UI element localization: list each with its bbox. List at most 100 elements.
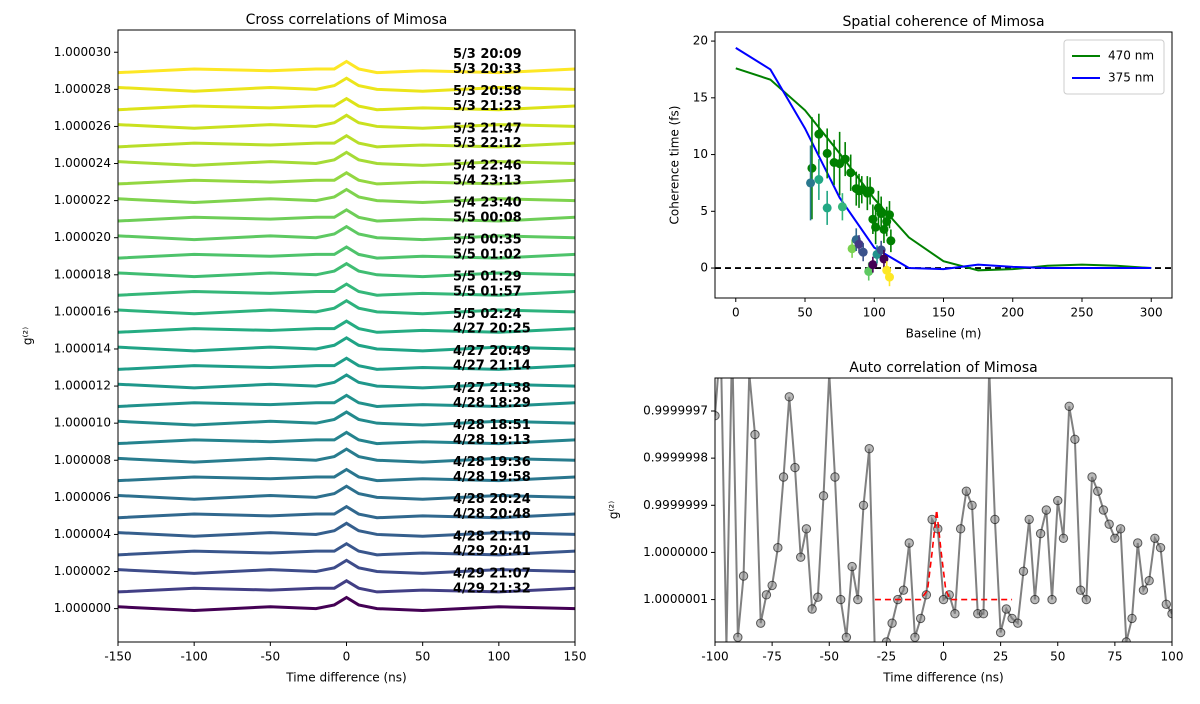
data-point: [1064, 401, 1074, 411]
series-label: 4/28 19:58: [453, 470, 531, 485]
series-label: 4/27 20:25: [453, 322, 531, 337]
y-tick-label: 1.000018: [54, 267, 111, 281]
y-tick-label: 1.000010: [54, 416, 111, 430]
series-line: [735, 67, 1152, 272]
subplot: Spatial coherence of Mimosa Baseline (m) C…: [668, 14, 1173, 341]
data-point: [865, 186, 875, 196]
series-line: [118, 393, 575, 408]
data-point: [715, 411, 720, 421]
data-point: [858, 500, 869, 510]
data-point: [978, 609, 989, 619]
x-axis-label: Time difference (ns): [882, 671, 1003, 685]
series-label: 5/3 20:58: [453, 84, 522, 99]
x-axis-label: Time difference (ns): [285, 671, 406, 685]
subplot: Cross correlations of Mimosa Time differe…: [21, 12, 587, 685]
data-point: [1035, 528, 1046, 539]
series-line: [118, 171, 575, 186]
data-point: [806, 178, 816, 188]
series-label: 5/5 00:08: [453, 210, 522, 225]
series-line: [118, 113, 575, 130]
y-tick-label: 10: [693, 147, 708, 161]
data-point: [898, 585, 909, 595]
data-point: [910, 632, 920, 642]
plot-area: [715, 47, 1172, 287]
data-point: [1104, 519, 1114, 529]
x-tick-label: 75: [1107, 650, 1122, 664]
data-point: [1098, 505, 1109, 515]
data-point: [1030, 594, 1040, 605]
data-point: [886, 236, 896, 246]
series-line: [118, 245, 575, 260]
data-point: [814, 175, 824, 185]
y-tick-label: 1.0000000: [643, 545, 708, 559]
legend-box: [1063, 39, 1165, 95]
series-line: [118, 133, 575, 149]
series-label: 5/4 22:46: [453, 158, 522, 173]
data-point: [868, 260, 878, 270]
data-point: [822, 203, 832, 213]
x-tick-label: -50: [819, 650, 839, 664]
series-label: 5/3 21:47: [453, 121, 522, 136]
series-line: [118, 336, 575, 353]
series-label: 5/5 00:35: [453, 233, 522, 248]
x-tick-label: -25: [877, 650, 897, 664]
series-label: 5/3 21:23: [453, 99, 522, 114]
data-point: [767, 580, 777, 591]
y-tick-label: 0.9999999: [643, 498, 708, 512]
series-label: 5/4 23:13: [453, 173, 522, 188]
series-line: [118, 96, 575, 112]
y-tick-label: 1.000024: [54, 156, 111, 170]
data-point: [1093, 486, 1103, 496]
data-point: [835, 594, 846, 605]
chart-title: Spatial coherence of Mimosa: [842, 14, 1044, 30]
data-point: [990, 514, 1000, 525]
x-tick-label: 50: [797, 306, 812, 320]
data-point: [807, 604, 817, 614]
y-tick-label: 0: [700, 261, 708, 275]
x-tick-label: 0: [343, 650, 351, 664]
data-point: [1161, 599, 1171, 609]
data-point: [1150, 533, 1160, 543]
x-tick-label: 300: [1140, 306, 1163, 320]
data-point: [841, 632, 852, 642]
series-label: 5/5 01:57: [453, 285, 522, 300]
data-point: [921, 590, 932, 600]
data-point: [1115, 524, 1126, 534]
series-label: 4/27 20:49: [453, 344, 531, 359]
series-label: 4/28 21:10: [453, 529, 531, 544]
data-point: [1053, 495, 1063, 506]
chart-title: Auto correlation of Mimosa: [849, 360, 1038, 376]
series-label: 5/5 01:02: [453, 247, 522, 262]
data-point: [807, 163, 817, 173]
series-label: 5/4 23:40: [453, 196, 522, 211]
plot-area: [118, 59, 575, 612]
data-point: [750, 429, 760, 440]
data-point: [864, 266, 874, 276]
x-tick-label: 150: [564, 650, 587, 664]
y-tick-label: 1.000014: [54, 341, 111, 355]
axes-frame: [714, 31, 1173, 299]
y-tick-label: 1.0000001: [643, 592, 708, 606]
series-line: [118, 410, 575, 427]
series-line: [874, 509, 1013, 601]
series-line: [118, 541, 575, 557]
y-tick-label: 20: [693, 34, 708, 48]
chart-title: Cross correlations of Mimosa: [246, 12, 448, 28]
series-line: [118, 150, 575, 167]
data-point: [1047, 594, 1057, 605]
data-point: [853, 594, 863, 605]
series-line: [118, 447, 575, 464]
x-tick-label: 100: [487, 650, 510, 664]
data-point: [887, 618, 897, 628]
y-tick-label: 15: [693, 90, 708, 104]
data-point: [847, 561, 857, 572]
data-point: [961, 486, 972, 496]
data-point: [927, 514, 937, 525]
x-tick-label: 250: [1071, 306, 1094, 320]
y-tick-label: 1.000026: [54, 119, 111, 133]
series-label: 4/28 20:24: [453, 492, 531, 507]
data-point: [847, 244, 857, 254]
x-tick-label: 100: [1161, 650, 1184, 664]
data-point: [879, 254, 889, 264]
